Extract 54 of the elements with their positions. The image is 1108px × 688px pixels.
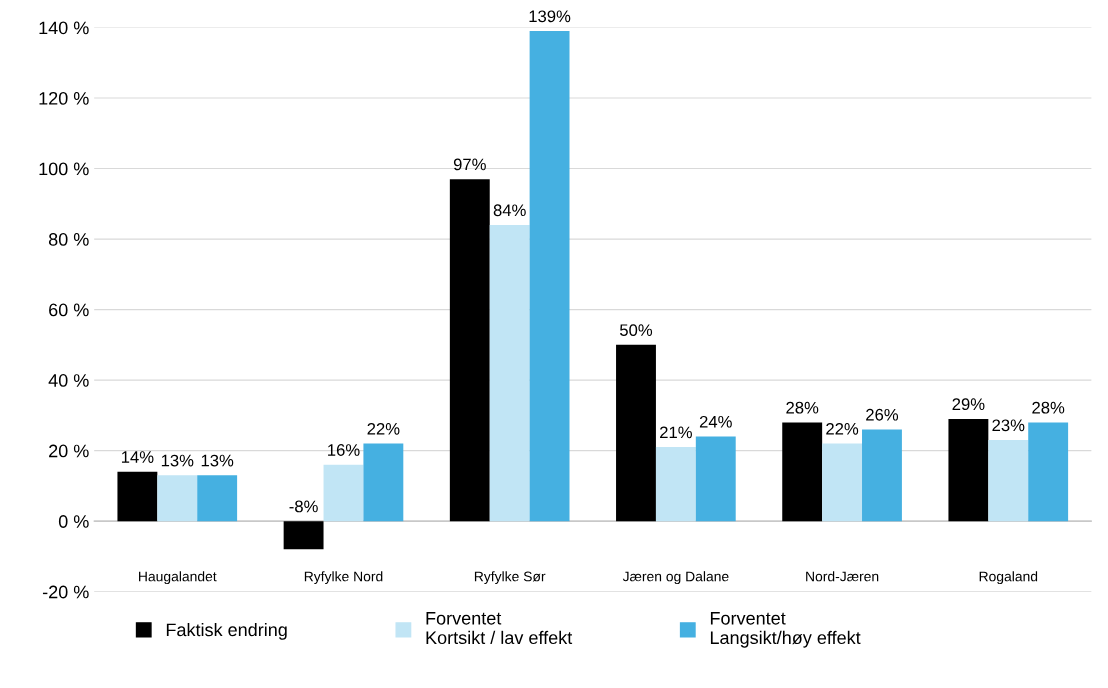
x-tick-label: Nord-Jæren: [806, 571, 879, 582]
bar: [655, 447, 696, 522]
bar: [449, 179, 490, 522]
y-tick-label: -20 %: [42, 585, 89, 599]
data-label: 16%: [328, 444, 360, 456]
bar: [782, 422, 823, 522]
data-label: 139%: [529, 10, 571, 23]
x-tick-label: Ryfylke Sør: [474, 571, 546, 585]
y-tick-label: 60 %: [49, 303, 89, 317]
data-label: 13%: [201, 454, 234, 467]
y-tick-label: 100 %: [39, 162, 89, 176]
bar: [489, 224, 530, 522]
bar: [988, 440, 1029, 522]
data-label: 84%: [493, 204, 526, 217]
y-tick-label: 20 %: [49, 444, 89, 458]
x-tick-label: Ryfylke Nord: [304, 571, 383, 585]
bar: [822, 443, 863, 522]
x-tick-label: Rogaland: [979, 571, 1038, 585]
bar: [117, 471, 158, 522]
legend-label: Forventet Kortsikt / lav effekt: [426, 612, 573, 645]
bar: [1028, 422, 1069, 522]
bar: [157, 475, 198, 522]
data-label: 28%: [1032, 401, 1065, 414]
y-tick-label: 120 %: [39, 91, 89, 105]
bar: [363, 443, 404, 522]
legend-label: Faktisk endring: [166, 622, 287, 640]
bar: [616, 344, 656, 522]
bar: [283, 521, 324, 550]
data-label: 97%: [453, 158, 486, 171]
legend-label: Forventet Langsikt/høy effekt: [710, 612, 861, 648]
data-label: 22%: [826, 422, 859, 435]
y-tick-label: 140 %: [39, 21, 89, 35]
y-tick-label: 40 %: [48, 374, 89, 387]
y-tick-label: 80 %: [48, 233, 89, 246]
y-tick-label: 0 %: [58, 515, 89, 528]
bar: [529, 31, 570, 522]
bar: [695, 436, 736, 522]
bar: [948, 418, 989, 522]
data-label: 14%: [121, 451, 154, 463]
data-label: 26%: [866, 408, 899, 421]
data-label: 29%: [952, 398, 985, 411]
data-label: 24%: [699, 415, 732, 428]
bar: [862, 429, 902, 522]
data-label: 23%: [992, 419, 1025, 432]
bar: [323, 464, 364, 522]
x-tick-label: Jæren og Dalane: [622, 571, 729, 585]
bar: [197, 475, 238, 522]
data-label: 28%: [786, 401, 819, 414]
data-label: 13%: [161, 454, 194, 467]
data-label: -8%: [289, 500, 318, 513]
x-tick-label: Haugalandet: [139, 571, 217, 585]
data-label: 50%: [619, 324, 653, 337]
data-label: 21%: [660, 426, 692, 439]
data-label: 22%: [367, 422, 400, 435]
